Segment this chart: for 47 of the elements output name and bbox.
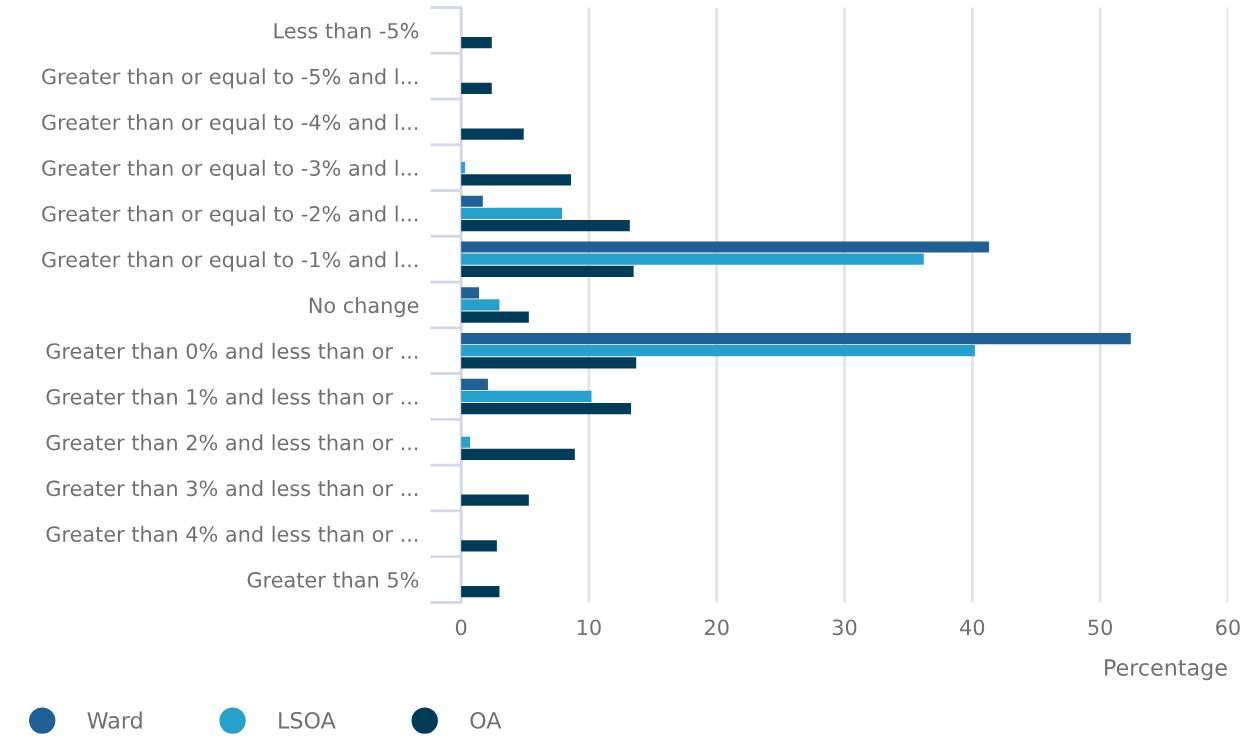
bar <box>461 390 592 403</box>
x-tick-label: 30 <box>832 619 857 636</box>
legend-label: OA <box>470 711 502 729</box>
bar <box>461 494 529 506</box>
y-tick-label: Greater than or equal to -3% and l... <box>42 159 418 180</box>
x-axis-title: Percentage <box>1105 659 1227 681</box>
bar <box>461 128 524 140</box>
y-tick-label: Greater than or equal to -5% and l... <box>42 68 418 89</box>
x-tick-label: 60 <box>1216 619 1240 636</box>
y-tick-label: Greater than 2% and less than or ... <box>46 434 418 451</box>
bar <box>461 207 563 220</box>
bar <box>461 220 630 232</box>
bar <box>461 332 1131 345</box>
bar <box>461 253 924 265</box>
bar <box>461 82 492 94</box>
x-tick-label: 20 <box>704 619 729 636</box>
y-tick-label: Less than -5% <box>274 22 419 39</box>
x-tick-label: 50 <box>1088 619 1113 636</box>
y-tick-label: No change <box>309 297 419 318</box>
y-tick-label: Greater than or equal to -2% and l... <box>42 205 418 226</box>
y-tick-label: Greater than 3% and less than or ... <box>46 480 418 497</box>
bar <box>461 265 634 278</box>
bar <box>461 287 479 299</box>
legend-label: Ward <box>87 711 142 729</box>
y-tick-label: Greater than 1% and less than or ... <box>46 388 418 405</box>
y-tick-label: Greater than or equal to -4% and l... <box>42 114 418 135</box>
bar <box>461 345 975 357</box>
y-tick-label: Greater than 5% <box>247 571 419 588</box>
legend-label: LSOA <box>279 711 336 729</box>
x-tick-label: 10 <box>577 619 601 636</box>
y-tick-label: Greater than or equal to -1% and l... <box>42 251 418 272</box>
bar <box>461 241 989 253</box>
bar <box>461 403 632 415</box>
x-tick-label: 0 <box>455 619 467 636</box>
y-tick-label: Greater than 0% and less than or ... <box>46 342 418 359</box>
x-tick-label: 40 <box>960 619 985 636</box>
bar <box>461 378 488 390</box>
bar <box>461 540 497 552</box>
bar <box>461 357 637 369</box>
bar <box>461 311 529 323</box>
bar <box>461 174 572 186</box>
bar <box>461 299 500 311</box>
bar <box>461 195 483 207</box>
y-tick-label: Greater than 4% and less than or ... <box>46 525 418 542</box>
bar <box>461 448 575 461</box>
bar <box>461 586 500 598</box>
bar <box>461 37 492 49</box>
